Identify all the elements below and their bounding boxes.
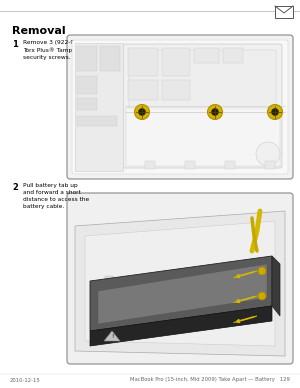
FancyBboxPatch shape (129, 50, 276, 160)
Polygon shape (90, 306, 272, 346)
Text: !: ! (111, 334, 113, 340)
Circle shape (256, 142, 280, 166)
FancyBboxPatch shape (67, 193, 293, 364)
Circle shape (258, 292, 266, 300)
Bar (128, 80, 158, 100)
Polygon shape (85, 221, 275, 346)
Text: 2010-12-15: 2010-12-15 (10, 378, 41, 383)
Bar (77, 46, 97, 71)
Text: 2: 2 (12, 183, 18, 192)
FancyBboxPatch shape (123, 44, 282, 168)
Bar (194, 48, 219, 63)
Bar (275, 6, 293, 18)
Text: Remove 3 (922-9040)
Torx Plus® Tamper 6
security screws.: Remove 3 (922-9040) Torx Plus® Tamper 6 … (23, 40, 88, 60)
Text: MacBook Pro (15-inch, Mid 2009) Take Apart — Battery   129: MacBook Pro (15-inch, Mid 2009) Take Apa… (130, 378, 290, 383)
Bar (126, 108, 280, 166)
Polygon shape (75, 211, 285, 356)
Bar (75, 43, 123, 171)
Bar (100, 46, 120, 71)
Circle shape (208, 104, 223, 120)
Polygon shape (90, 256, 272, 331)
Bar (225, 161, 235, 169)
Bar (265, 161, 275, 169)
Text: 1: 1 (12, 40, 18, 49)
FancyBboxPatch shape (67, 35, 293, 179)
Bar (162, 48, 190, 76)
Bar (77, 116, 117, 126)
Circle shape (139, 109, 145, 116)
Bar (120, 296, 128, 301)
Bar (105, 276, 113, 281)
Circle shape (268, 104, 283, 120)
Text: Removal: Removal (12, 26, 66, 36)
Bar (128, 48, 158, 76)
Circle shape (258, 267, 266, 275)
Circle shape (272, 109, 278, 116)
Bar (185, 161, 195, 169)
Circle shape (212, 109, 218, 116)
Polygon shape (104, 331, 120, 341)
Circle shape (134, 104, 149, 120)
Bar (145, 161, 155, 169)
FancyBboxPatch shape (72, 40, 288, 174)
Bar (162, 80, 190, 100)
Polygon shape (98, 264, 267, 324)
Polygon shape (272, 256, 280, 316)
Text: Pull battery tab up
and forward a short
distance to access the
battery cable.: Pull battery tab up and forward a short … (23, 183, 89, 209)
Bar (77, 98, 97, 110)
Bar (77, 76, 97, 94)
Bar (223, 48, 243, 63)
